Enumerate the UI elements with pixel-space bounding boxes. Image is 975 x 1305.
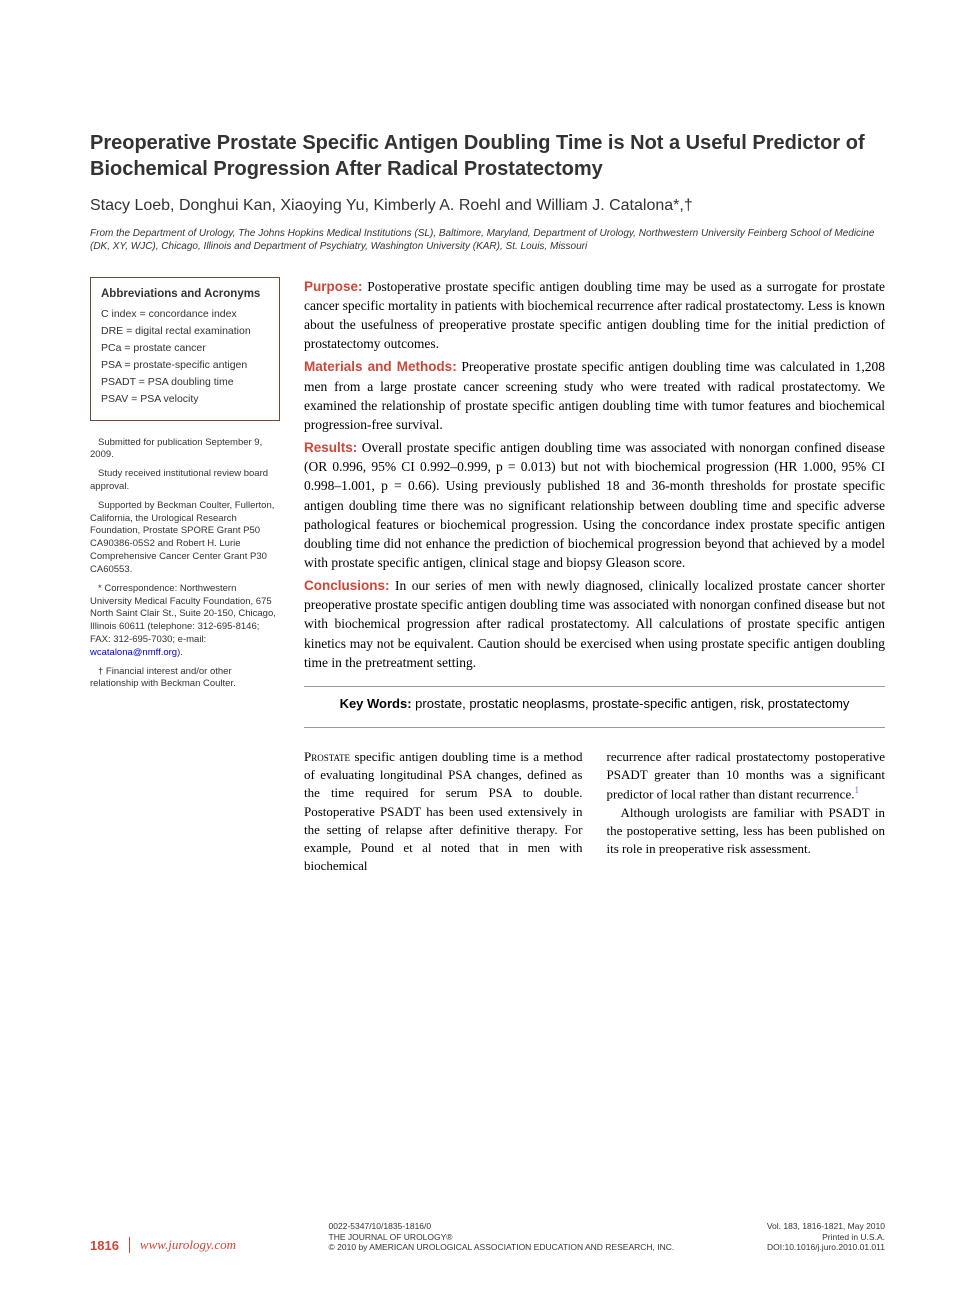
footer-doi: DOI:10.1016/j.juro.2010.01.011 bbox=[767, 1242, 885, 1253]
authors-line: Stacy Loeb, Donghui Kan, Xiaoying Yu, Ki… bbox=[90, 196, 885, 217]
keywords-rule-top bbox=[304, 686, 885, 687]
correspondence-email-link[interactable]: wcatalona@nmff.org bbox=[90, 647, 177, 658]
abstract-conclusions: Conclusions: In our series of men with n… bbox=[304, 576, 885, 672]
body-column-left: Prostate specific antigen doubling time … bbox=[304, 748, 583, 875]
lead-word: Prostate bbox=[304, 749, 350, 764]
footnote-correspondence: * Correspondence: Northwestern Universit… bbox=[90, 583, 280, 660]
keywords-label: Key Words: bbox=[340, 696, 412, 711]
footnote-disclosure: † Financial interest and/or other relati… bbox=[90, 666, 280, 692]
abbrev-item: PSADT = PSA doubling time bbox=[101, 376, 269, 388]
footer-copyright: © 2010 by AMERICAN UROLOGICAL ASSOCIATIO… bbox=[329, 1242, 675, 1253]
journal-url[interactable]: www.jurology.com bbox=[129, 1237, 236, 1253]
body-text-1: specific antigen doubling time is a meth… bbox=[304, 749, 583, 873]
footer-volume: Vol. 183, 1816-1821, May 2010 bbox=[767, 1221, 885, 1232]
body-columns: Prostate specific antigen doubling time … bbox=[304, 748, 885, 875]
purpose-text: Postoperative prostate specific antigen … bbox=[304, 279, 885, 351]
body-paragraph: Prostate specific antigen doubling time … bbox=[304, 748, 583, 875]
abstract-methods: Materials and Methods: Preoperative pros… bbox=[304, 357, 885, 434]
correspondence-text: * Correspondence: Northwestern Universit… bbox=[90, 583, 276, 645]
abbrev-item: PSA = prostate-specific antigen bbox=[101, 359, 269, 371]
abbrev-item: PSAV = PSA velocity bbox=[101, 393, 269, 405]
abbreviations-title: Abbreviations and Acronyms bbox=[101, 288, 269, 302]
abbreviations-box: Abbreviations and Acronyms C index = con… bbox=[90, 277, 280, 421]
footer-issn: 0022-5347/10/1835-1816/0 bbox=[329, 1221, 675, 1232]
footer-center: 0022-5347/10/1835-1816/0 THE JOURNAL OF … bbox=[329, 1221, 675, 1253]
conclusions-label: Conclusions: bbox=[304, 578, 390, 593]
abstract-results: Results: Overall prostate specific antig… bbox=[304, 438, 885, 572]
conclusions-text: In our series of men with newly diagnose… bbox=[304, 578, 885, 670]
footer-journal-name: THE JOURNAL OF UROLOGY® bbox=[329, 1232, 675, 1243]
main-columns: Abbreviations and Acronyms C index = con… bbox=[90, 277, 885, 876]
body-text-2a: recurrence after radical prostatectomy p… bbox=[607, 749, 886, 802]
abbrev-item: DRE = digital rectal examination bbox=[101, 325, 269, 337]
footnote-submitted: Submitted for publication September 9, 2… bbox=[90, 437, 280, 463]
page-footer: 1816 www.jurology.com 0022-5347/10/1835-… bbox=[90, 1221, 885, 1253]
correspondence-close: ). bbox=[177, 647, 183, 658]
methods-label: Materials and Methods: bbox=[304, 359, 457, 374]
footnote-support: Supported by Beckman Coulter, Fullerton,… bbox=[90, 500, 280, 577]
purpose-label: Purpose: bbox=[304, 279, 363, 294]
footer-right: Vol. 183, 1816-1821, May 2010 Printed in… bbox=[767, 1221, 885, 1253]
abstract-purpose: Purpose: Postoperative prostate specific… bbox=[304, 277, 885, 354]
left-column: Abbreviations and Acronyms C index = con… bbox=[90, 277, 280, 876]
footnote-irb: Study received institutional review boar… bbox=[90, 468, 280, 494]
affiliations: From the Department of Urology, The John… bbox=[90, 227, 885, 253]
body-paragraph: Although urologists are familiar with PS… bbox=[607, 804, 886, 859]
abbrev-item: PCa = prostate cancer bbox=[101, 342, 269, 354]
keywords-rule-bottom bbox=[304, 727, 885, 728]
page-number: 1816 bbox=[90, 1238, 119, 1253]
article-title: Preoperative Prostate Specific Antigen D… bbox=[90, 130, 885, 182]
right-column: Purpose: Postoperative prostate specific… bbox=[304, 277, 885, 876]
results-text: Overall prostate specific antigen doubli… bbox=[304, 440, 885, 570]
results-label: Results: bbox=[304, 440, 357, 455]
body-paragraph: recurrence after radical prostatectomy p… bbox=[607, 748, 886, 804]
abbrev-item: C index = concordance index bbox=[101, 308, 269, 320]
body-column-right: recurrence after radical prostatectomy p… bbox=[607, 748, 886, 875]
footer-printed: Printed in U.S.A. bbox=[767, 1232, 885, 1243]
keywords-text: prostate, prostatic neoplasms, prostate-… bbox=[412, 696, 850, 711]
reference-superscript[interactable]: 1 bbox=[854, 785, 859, 795]
footer-left: 1816 www.jurology.com bbox=[90, 1237, 236, 1253]
keywords-line: Key Words: prostate, prostatic neoplasms… bbox=[304, 695, 885, 713]
